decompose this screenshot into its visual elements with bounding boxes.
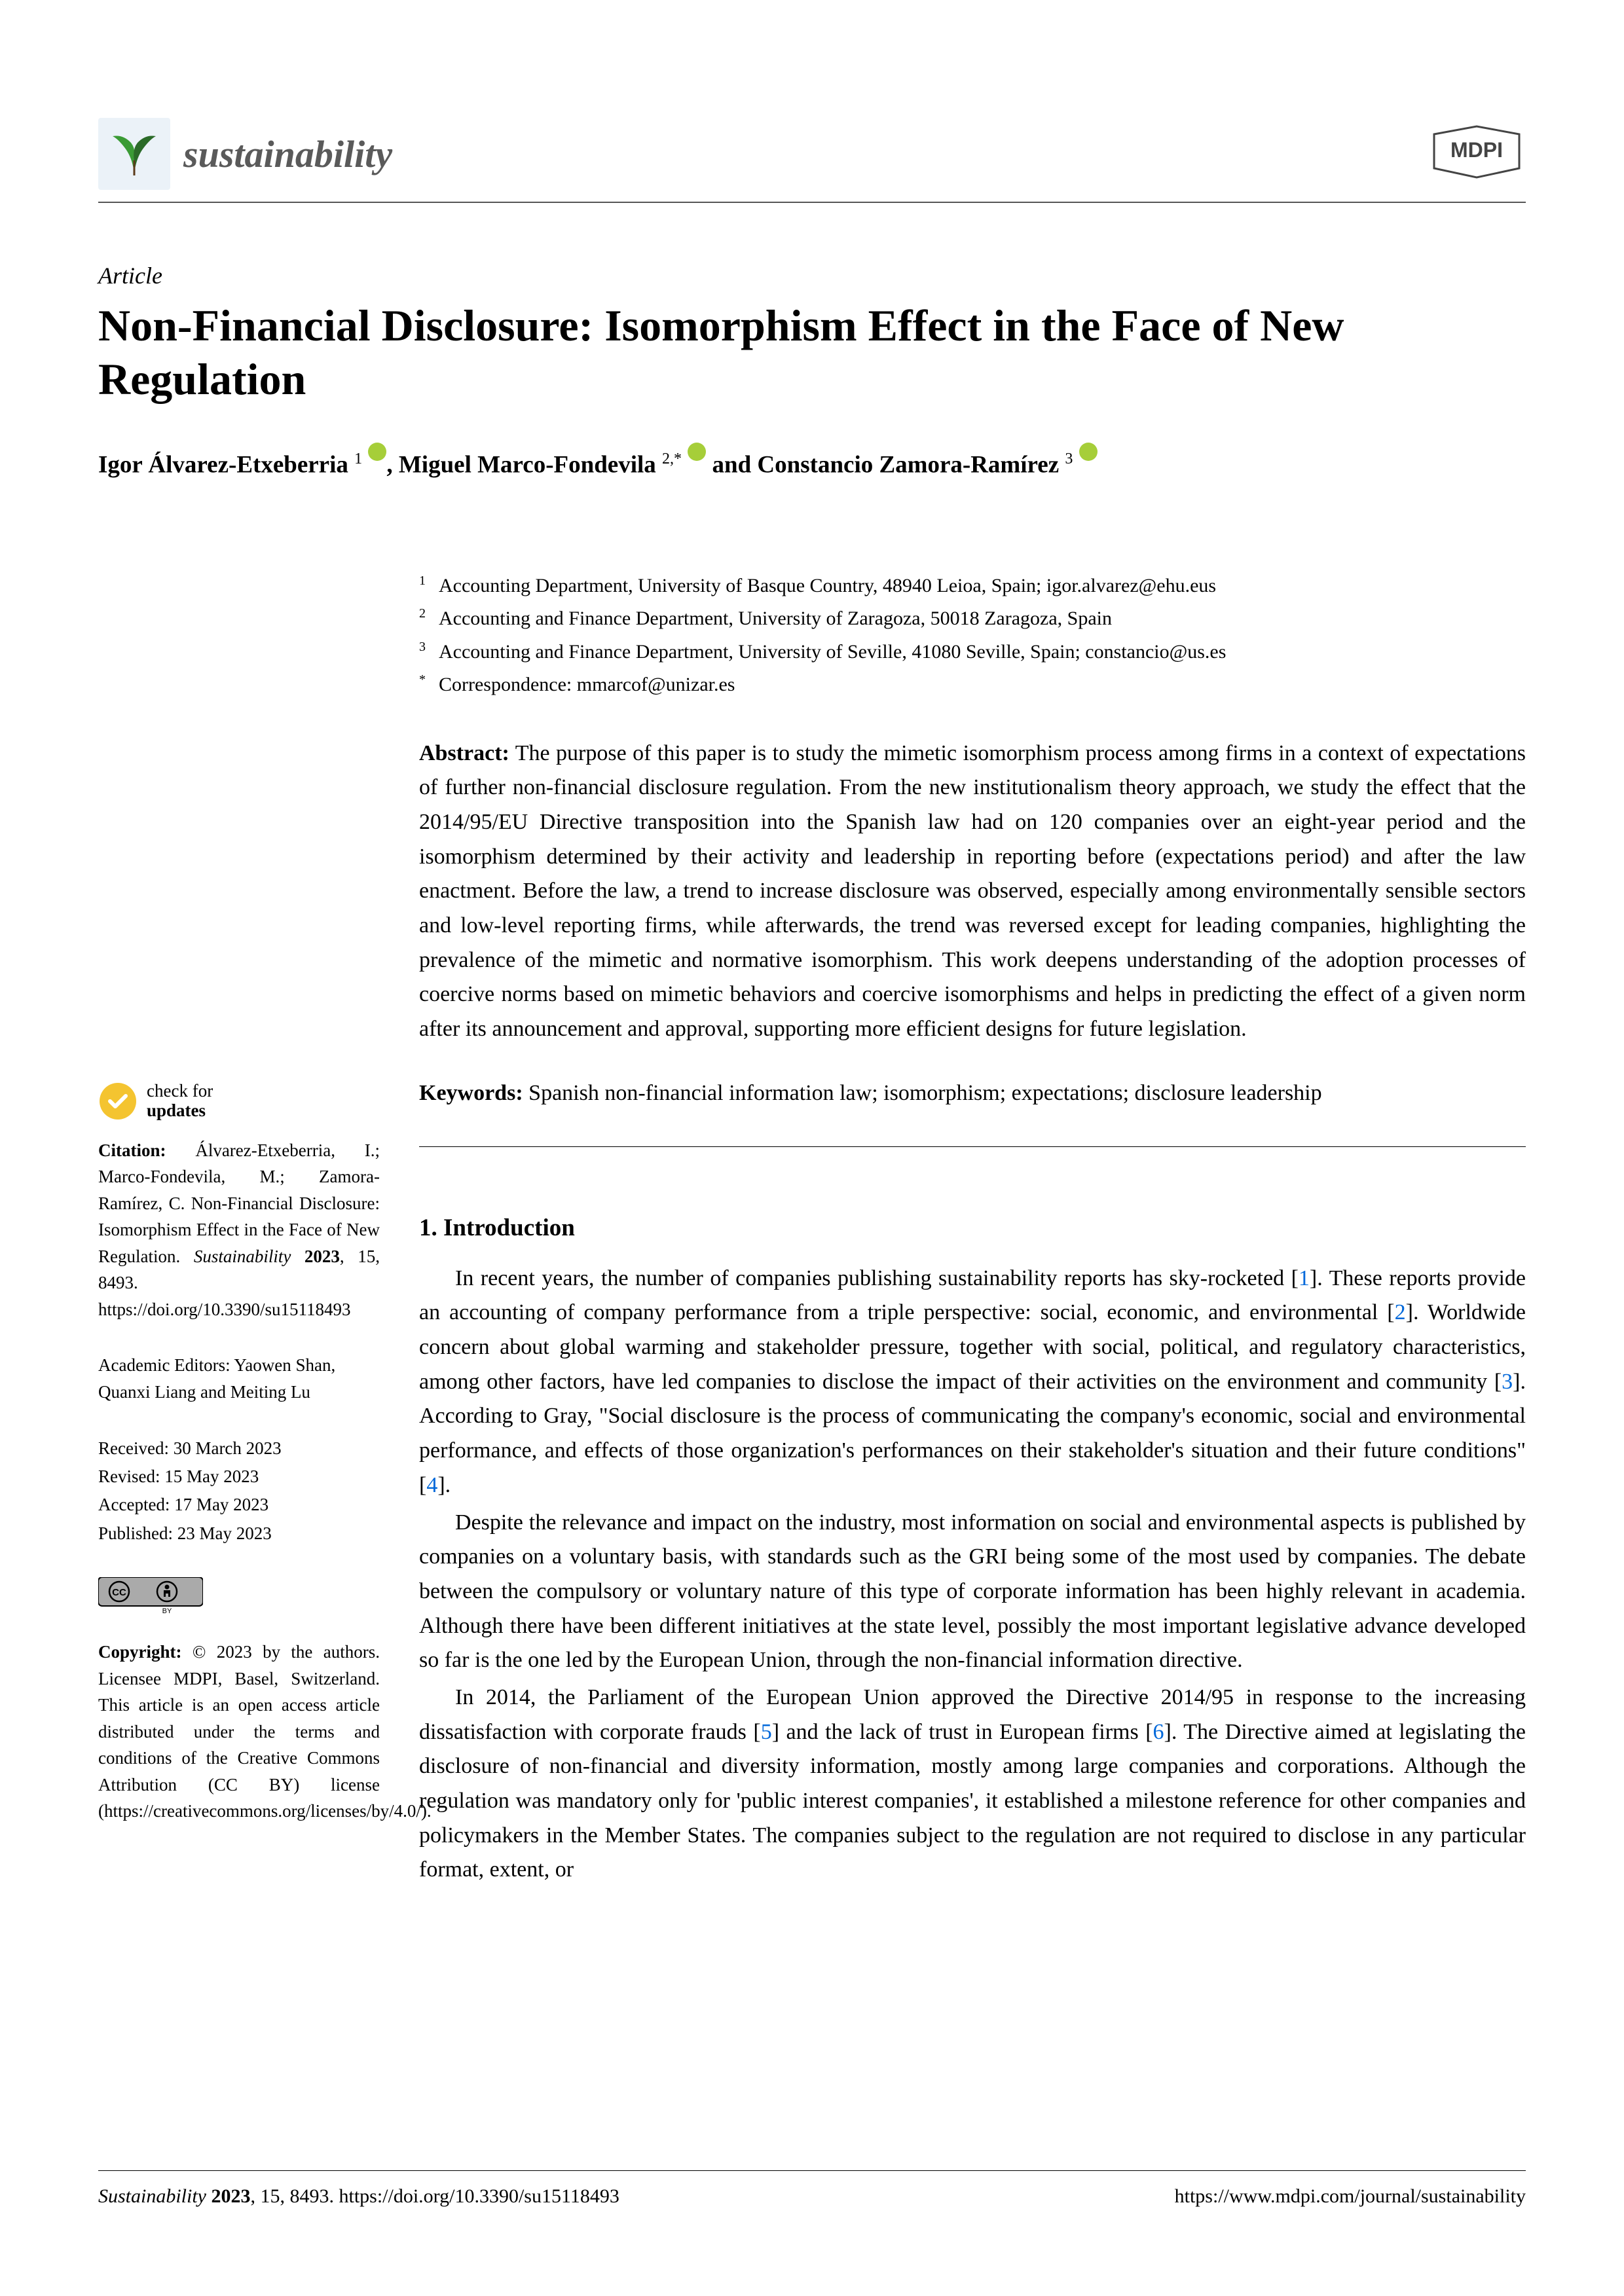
check-updates-icon: [98, 1082, 138, 1121]
svg-text:CC: CC: [112, 1587, 126, 1598]
date-published: Published: 23 May 2023: [98, 1520, 380, 1548]
author-3: Constancio Zamora-Ramírez: [757, 452, 1059, 479]
authors: Igor Álvarez-Etxeberria 1 , Miguel Marco…: [98, 445, 1526, 479]
divider: [419, 1146, 1526, 1147]
orcid-icon[interactable]: [1079, 443, 1098, 461]
main-column: 1Accounting Department, University of Ba…: [419, 571, 1526, 1891]
article-dates: Received: 30 March 2023 Revised: 15 May …: [98, 1434, 380, 1548]
author-2: Miguel Marco-Fondevila: [399, 452, 656, 479]
header: sustainability MDPI: [98, 118, 1526, 203]
svg-text:BY: BY: [162, 1607, 172, 1615]
check-updates-badge[interactable]: check for updates: [98, 1082, 380, 1121]
svg-text:MDPI: MDPI: [1450, 138, 1503, 162]
cite-link[interactable]: 1: [1299, 1266, 1310, 1290]
cite-link[interactable]: 2: [1395, 1300, 1406, 1324]
body-text: In recent years, the number of companies…: [419, 1262, 1526, 1887]
citation: Citation: Álvarez-Etxeberria, I.; Marco-…: [98, 1137, 380, 1323]
cite-link[interactable]: 3: [1502, 1370, 1513, 1394]
orcid-icon[interactable]: [688, 443, 706, 461]
academic-editors: Academic Editors: Yaowen Shan, Quanxi Li…: [98, 1352, 380, 1405]
cc-by-icon[interactable]: CC BY: [98, 1577, 203, 1615]
abstract: Abstract: The purpose of this paper is t…: [419, 737, 1526, 1047]
sidebar: check for updates Citation: Álvarez-Etxe…: [98, 571, 380, 1891]
footer-citation: Sustainability 2023, 15, 8493. https://d…: [98, 2185, 619, 2208]
author-1: Igor Álvarez-Etxeberria: [98, 452, 348, 479]
date-accepted: Accepted: 17 May 2023: [98, 1491, 380, 1519]
affiliations: 1Accounting Department, University of Ba…: [419, 571, 1526, 701]
mdpi-logo: MDPI: [1428, 121, 1526, 187]
article-type: Article: [98, 262, 1526, 289]
keywords: Keywords: Spanish non-financial informat…: [419, 1076, 1526, 1111]
cite-link[interactable]: 6: [1153, 1720, 1164, 1744]
footer-url[interactable]: https://www.mdpi.com/journal/sustainabil…: [1175, 2185, 1526, 2208]
cite-link[interactable]: 4: [426, 1473, 437, 1497]
sustainability-leaf-icon: [98, 118, 170, 190]
date-revised: Revised: 15 May 2023: [98, 1463, 380, 1491]
footer: Sustainability 2023, 15, 8493. https://d…: [98, 2170, 1526, 2208]
copyright: Copyright: © 2023 by the authors. Licens…: [98, 1639, 380, 1825]
section-heading: 1. Introduction: [419, 1209, 1526, 1247]
date-received: Received: 30 March 2023: [98, 1434, 380, 1463]
orcid-icon[interactable]: [368, 443, 386, 461]
journal-name: sustainability: [183, 132, 392, 176]
journal-logo: sustainability: [98, 118, 392, 190]
article-title: Non-Financial Disclosure: Isomorphism Ef…: [98, 299, 1526, 406]
cite-link[interactable]: 5: [761, 1720, 772, 1744]
